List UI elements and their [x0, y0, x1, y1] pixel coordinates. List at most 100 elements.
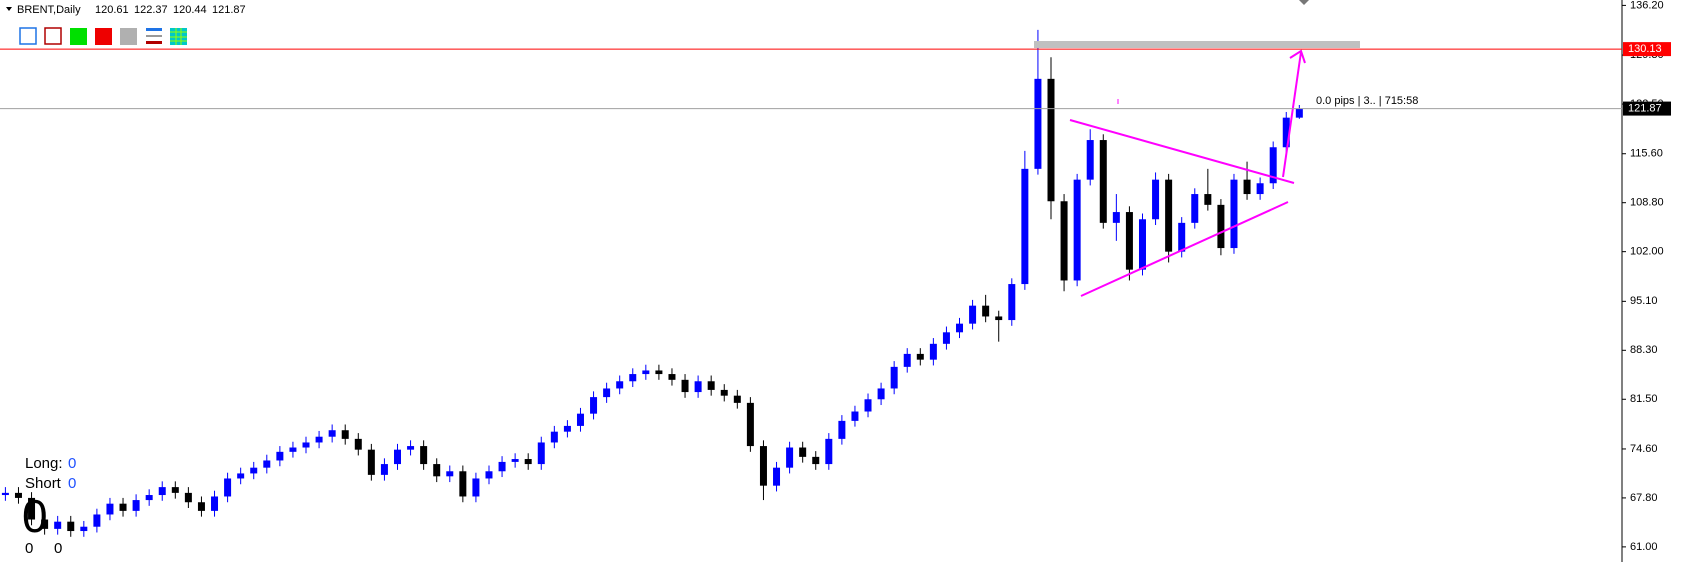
candle-body	[877, 388, 885, 400]
candle-body	[694, 381, 702, 393]
candle-body	[1256, 183, 1264, 195]
candle-body	[41, 519, 49, 529]
price-label: 130.13	[1628, 43, 1662, 55]
candle-body	[851, 411, 859, 421]
candle-body	[1217, 204, 1225, 249]
tool-green[interactable]	[70, 28, 87, 45]
candle-body	[14, 492, 22, 498]
candle-body	[211, 496, 219, 511]
candle-body	[132, 500, 140, 511]
candle-body	[446, 471, 454, 477]
triangle-pattern	[1069, 49, 1306, 297]
candle-body	[289, 447, 297, 452]
candle-body	[576, 413, 584, 426]
tool-gray[interactable]	[120, 28, 137, 45]
candle-body	[341, 430, 349, 439]
candle-body	[263, 460, 271, 468]
ohlc-high: 122.37	[134, 4, 168, 16]
candle-body	[603, 388, 611, 398]
candle-body	[93, 514, 101, 527]
ohlc-close: 121.87	[212, 4, 246, 16]
short-label: Short	[25, 475, 62, 492]
candle-body	[1165, 179, 1173, 252]
candle-body	[655, 370, 663, 375]
candle-body	[969, 305, 977, 324]
y-tick-label: 61.00	[1630, 541, 1658, 553]
candle-body	[1008, 284, 1016, 321]
y-tick-label: 88.30	[1630, 344, 1658, 356]
candles	[1, 29, 1303, 537]
candle-body	[1073, 179, 1081, 281]
candle-body	[1204, 194, 1212, 205]
candle-body	[1295, 108, 1303, 118]
symbol-label: BRENT,Daily	[17, 4, 81, 16]
candle-body	[537, 442, 545, 465]
candle-body	[864, 399, 872, 412]
candle-body	[380, 464, 388, 475]
candle-body	[733, 395, 741, 403]
y-tick-label: 74.60	[1630, 443, 1658, 455]
candle-body	[197, 502, 205, 511]
candle-body	[498, 461, 506, 472]
candle-body	[746, 402, 754, 447]
tool-red[interactable]	[95, 28, 112, 45]
candle-body	[328, 430, 336, 437]
candle-body	[1099, 140, 1107, 223]
current-price-bg	[1623, 101, 1671, 116]
candle-body	[707, 381, 715, 390]
candle-body	[1125, 212, 1133, 270]
tool-square-red[interactable]	[44, 27, 62, 45]
candle-body	[720, 389, 728, 396]
candle-body	[1047, 78, 1055, 202]
candle-body	[511, 459, 519, 462]
candle-body	[145, 495, 153, 501]
candle-body	[54, 521, 62, 529]
current-price-label: 121.87	[1628, 102, 1662, 114]
candle-body	[1112, 212, 1120, 223]
candle-body	[1269, 147, 1277, 184]
candle-body	[786, 447, 794, 468]
candle-body	[916, 353, 924, 360]
candle-body	[394, 449, 401, 465]
candle-body	[158, 487, 166, 496]
candle-body	[903, 353, 911, 367]
toolbar	[19, 27, 187, 45]
candle-body	[563, 425, 571, 432]
candle-body	[1021, 168, 1029, 285]
candle-body	[420, 446, 428, 465]
big-value: 0	[22, 490, 48, 542]
y-tick-label: 67.80	[1630, 492, 1658, 504]
upper-trendline	[1069, 119, 1295, 184]
candle-body	[1138, 219, 1146, 270]
candle-body	[485, 471, 493, 479]
menu-triangle[interactable]	[6, 7, 12, 11]
candle-body	[433, 464, 441, 477]
y-tick-label: 102.00	[1630, 246, 1664, 258]
candle-body	[825, 438, 833, 465]
tool-lines[interactable]	[146, 28, 162, 44]
candle-body	[1, 492, 9, 496]
lower-trendline	[1080, 201, 1289, 297]
tool-grid[interactable]	[170, 28, 187, 45]
candle-body	[524, 459, 532, 465]
ohlc-low: 120.44	[173, 4, 207, 16]
candle-body	[472, 478, 480, 497]
candle-body	[773, 467, 781, 486]
candle-body	[119, 503, 127, 511]
candle-body	[799, 447, 807, 457]
info-text: 0.0 pips | 3.. | 715:58	[1316, 95, 1418, 107]
candle-body	[315, 436, 323, 443]
y-tick-label: 95.10	[1630, 295, 1658, 307]
candle-body	[407, 446, 415, 450]
candle-body	[276, 451, 284, 461]
breakout-arrow	[1282, 51, 1302, 178]
candle-body	[590, 397, 598, 414]
tool-square-blue[interactable]	[19, 27, 37, 45]
y-tick-label: 136.20	[1630, 0, 1664, 11]
candle-body	[367, 449, 375, 475]
target-zone	[1034, 41, 1360, 48]
candle-body	[1034, 78, 1042, 169]
long-label: Long:	[25, 455, 63, 472]
candle-body	[354, 438, 362, 450]
